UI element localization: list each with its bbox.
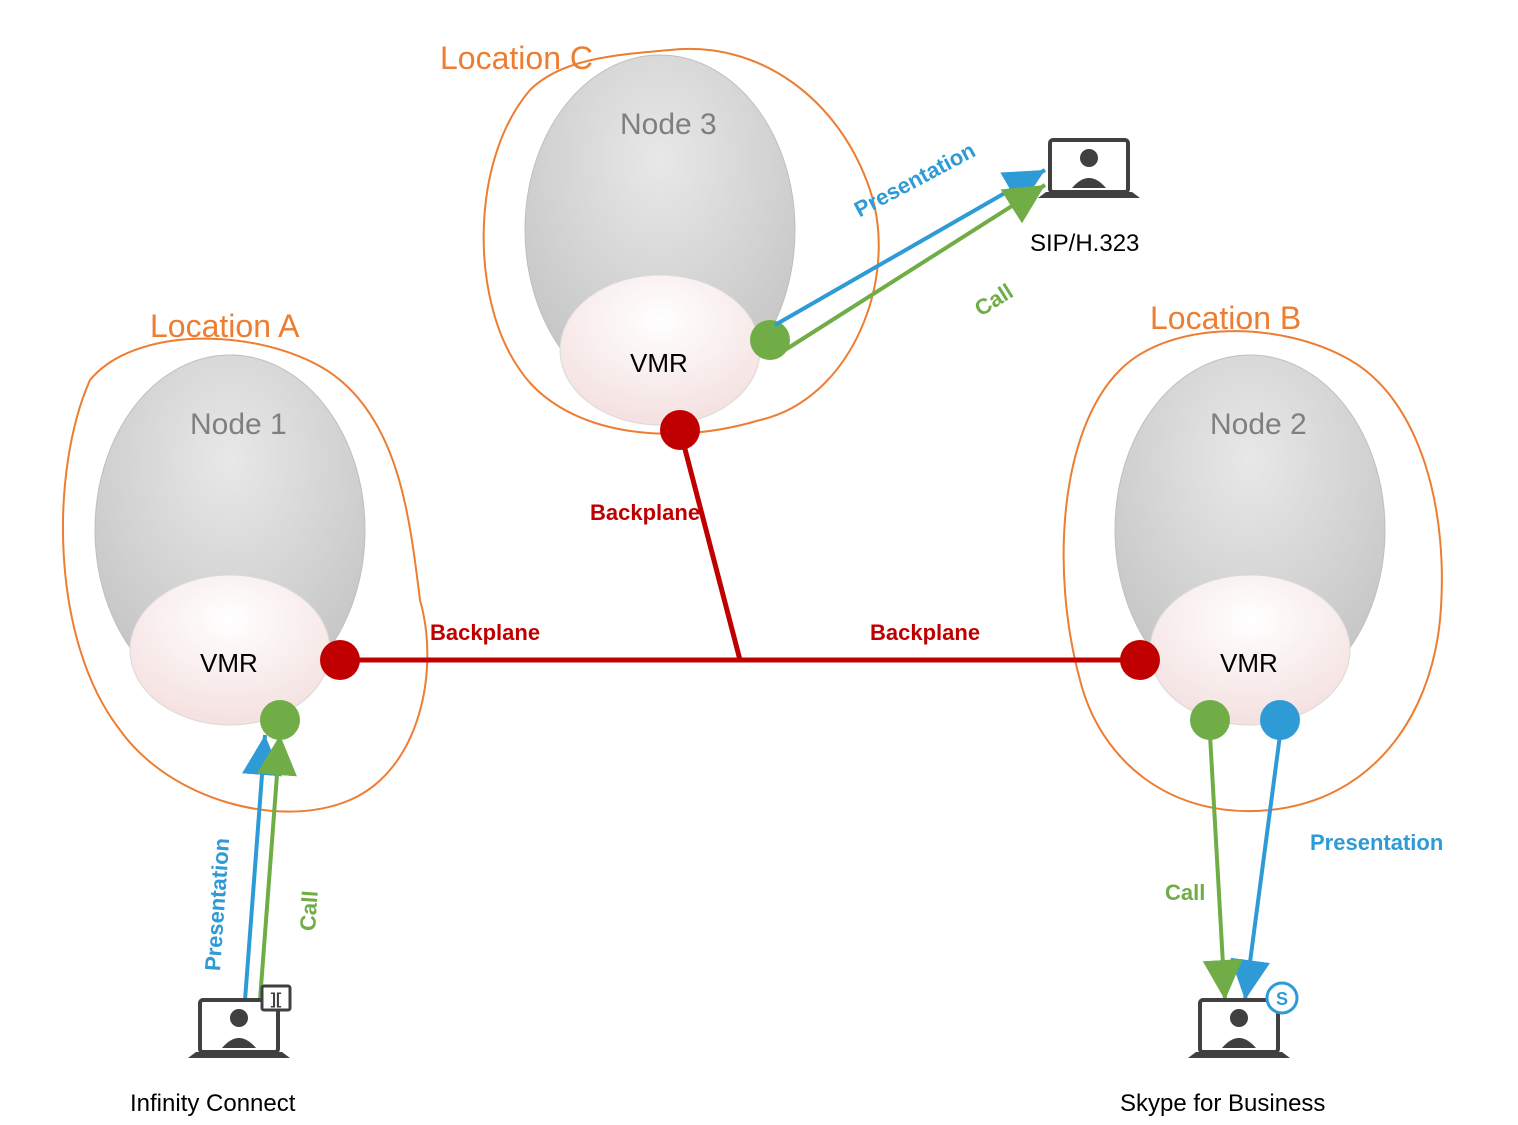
call-dot-2 (1190, 700, 1230, 740)
node-2-label: Node 2 (1210, 408, 1307, 442)
svg-text:S: S (1276, 989, 1288, 1009)
infinity-connect-icon: ][ (188, 986, 290, 1058)
backplane-dot-2 (1120, 640, 1160, 680)
backplane-label-3: Backplane (870, 620, 980, 646)
location-b-label: Location B (1150, 300, 1301, 337)
b-call-label: Call (1165, 880, 1205, 906)
diagram-canvas: ][ S (0, 0, 1518, 1125)
a-call-label: Call (295, 890, 324, 932)
svg-text:][: ][ (271, 991, 282, 1008)
b-presentation-arrow (1245, 735, 1280, 1000)
call-dot-1 (260, 700, 300, 740)
backplane-dot-3 (660, 410, 700, 450)
backplane-label-2: Backplane (590, 500, 700, 526)
b-presentation-label: Presentation (1310, 830, 1443, 856)
sip-icon (1038, 140, 1140, 198)
location-a-label: Location A (150, 308, 299, 345)
skype-icon: S (1188, 983, 1297, 1058)
node-1-label: Node 1 (190, 408, 287, 442)
backplane-label-1: Backplane (430, 620, 540, 646)
vmr-1-label: VMR (200, 648, 258, 679)
c-call-arrow (785, 185, 1045, 350)
b-call-arrow (1210, 735, 1225, 1000)
infinity-connect-label: Infinity Connect (130, 1090, 295, 1118)
skype-label: Skype for Business (1120, 1090, 1325, 1118)
call-dot-3 (750, 320, 790, 360)
presentation-dot-2 (1260, 700, 1300, 740)
backplane-line-3 (680, 430, 740, 660)
sip-label: SIP/H.323 (1030, 230, 1139, 258)
vmr-2-label: VMR (1220, 648, 1278, 679)
location-c-label: Location C (440, 40, 593, 77)
backplane-dot-1 (320, 640, 360, 680)
node-3-label: Node 3 (620, 108, 717, 142)
vmr-3-label: VMR (630, 348, 688, 379)
